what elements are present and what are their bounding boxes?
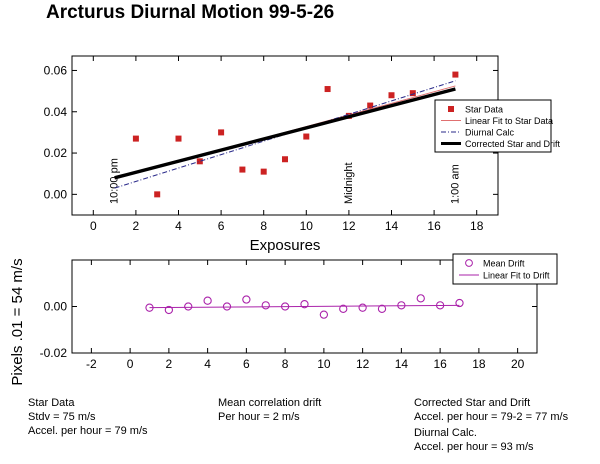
legend-label: Linear Fit to Drift xyxy=(483,271,550,281)
data-point xyxy=(164,305,174,315)
x-tick-label: 10 xyxy=(317,357,331,371)
data-point xyxy=(260,168,267,175)
data-point xyxy=(261,301,270,310)
note-line: Accel. per hour = 79-2 = 77 m/s xyxy=(414,411,569,423)
x-tick-label: 14 xyxy=(395,357,409,371)
series-line xyxy=(149,304,460,309)
legend-label: Corrected Star and Drift xyxy=(465,139,561,149)
note-corrected: Corrected Star and Drift Accel. per hour… xyxy=(414,396,568,424)
data-point xyxy=(455,298,464,308)
legend-label: Linear Fit to Star Data xyxy=(465,116,553,126)
plot-frame xyxy=(71,55,499,216)
data-point xyxy=(388,92,395,99)
x-tick-label: 18 xyxy=(470,219,484,233)
legend-label: Diurnal Calc xyxy=(465,128,515,138)
note-line: Accel. per hour = 79 m/s xyxy=(28,425,148,437)
x-tick-label: 20 xyxy=(511,357,525,371)
note-line: Per hour = 2 m/s xyxy=(218,411,300,423)
time-annotation: 1:00 am xyxy=(449,164,461,204)
x-tick-label: 18 xyxy=(472,357,486,371)
x-tick-label: 4 xyxy=(204,357,211,371)
note-mean-drift: Mean correlation drift Per hour = 2 m/s xyxy=(218,396,321,424)
x-tick-label: 0 xyxy=(90,219,97,233)
note-line: Stdv = 75 m/s xyxy=(28,411,96,423)
chart-title: Arcturus Diurnal Motion 99-5-26 xyxy=(46,2,335,23)
series-line xyxy=(114,87,456,180)
data-point xyxy=(222,302,232,311)
data-point xyxy=(196,158,203,165)
legend-box xyxy=(452,253,558,285)
y-tick-label: 0.00 xyxy=(44,187,68,201)
y-axis-label: Pixels .01 = 54 m/s xyxy=(9,258,26,385)
data-point xyxy=(218,129,225,136)
top-plot: 0 2 4 6 8 10 12 14 16 18 0.00 0.02 0.04 0.06 Exposures… xyxy=(44,55,561,254)
note-line: Accel. per hour = 93 m/s xyxy=(414,441,534,453)
data-point xyxy=(339,304,348,313)
note-heading: Corrected Star and Drift xyxy=(414,397,531,409)
note-heading: Diurnal Calc. xyxy=(414,427,477,439)
x-axis-label: Exposures xyxy=(250,237,321,254)
y-tick-label: -0.02 xyxy=(40,346,68,360)
legend-label: Mean Drift xyxy=(483,259,525,269)
x-tick-label: 12 xyxy=(342,219,356,233)
data-point xyxy=(324,86,331,93)
note-heading: Star Data xyxy=(28,397,75,409)
data-point xyxy=(452,71,459,78)
y-tick-label: 0.04 xyxy=(44,105,68,119)
x-tick-label: 16 xyxy=(433,357,447,371)
x-tick-label: 2 xyxy=(166,357,173,371)
time-annotation: Midnight xyxy=(343,162,355,204)
x-tick-label: 6 xyxy=(218,219,225,233)
x-tick-label: 0 xyxy=(127,357,134,371)
data-point xyxy=(282,156,288,163)
y-tick-label: 0.06 xyxy=(44,63,68,77)
data-point xyxy=(319,310,329,319)
x-tick-label: 6 xyxy=(243,357,250,371)
data-point xyxy=(416,294,425,303)
x-tick-label: 10 xyxy=(300,219,314,233)
note-heading: Mean correlation drift xyxy=(218,397,322,409)
data-point xyxy=(175,135,182,142)
x-tick-label: 8 xyxy=(260,219,267,233)
x-tick-label: 12 xyxy=(356,357,370,371)
data-point xyxy=(242,295,251,304)
x-tick-label: 4 xyxy=(175,219,182,233)
legend-label: Star Data xyxy=(465,105,503,115)
time-annotation: 10:00 pm xyxy=(109,158,121,204)
y-tick-label: 0.00 xyxy=(44,300,68,314)
data-point xyxy=(154,191,161,198)
data-point xyxy=(367,102,374,109)
data-point xyxy=(358,303,367,312)
series-line xyxy=(114,80,456,189)
data-point xyxy=(132,135,139,142)
data-point xyxy=(300,300,309,309)
data-point xyxy=(377,304,387,313)
legend-swatch xyxy=(448,106,454,112)
x-tick-label: 14 xyxy=(385,219,399,233)
note-star-data: Star Data Stdv = 75 m/s Accel. per hour … xyxy=(28,396,148,438)
x-tick-label: 16 xyxy=(427,219,441,233)
y-tick-label: 0.02 xyxy=(44,146,68,160)
data-point xyxy=(184,302,193,311)
data-point xyxy=(203,296,212,305)
note-diurnal: Diurnal Calc. Accel. per hour = 93 m/s xyxy=(414,426,534,454)
bottom-plot: -2 0 2 4 6 8 10 12 14 16 18 20 -0.02 0.00 Mean Drift Li… xyxy=(40,253,558,371)
data-point xyxy=(239,166,246,173)
x-tick-label: -2 xyxy=(86,357,97,371)
data-point xyxy=(409,90,416,97)
x-tick-label: 8 xyxy=(282,357,289,371)
x-tick-label: 2 xyxy=(133,219,140,233)
data-point xyxy=(303,133,310,140)
legend-swatch xyxy=(465,259,473,267)
